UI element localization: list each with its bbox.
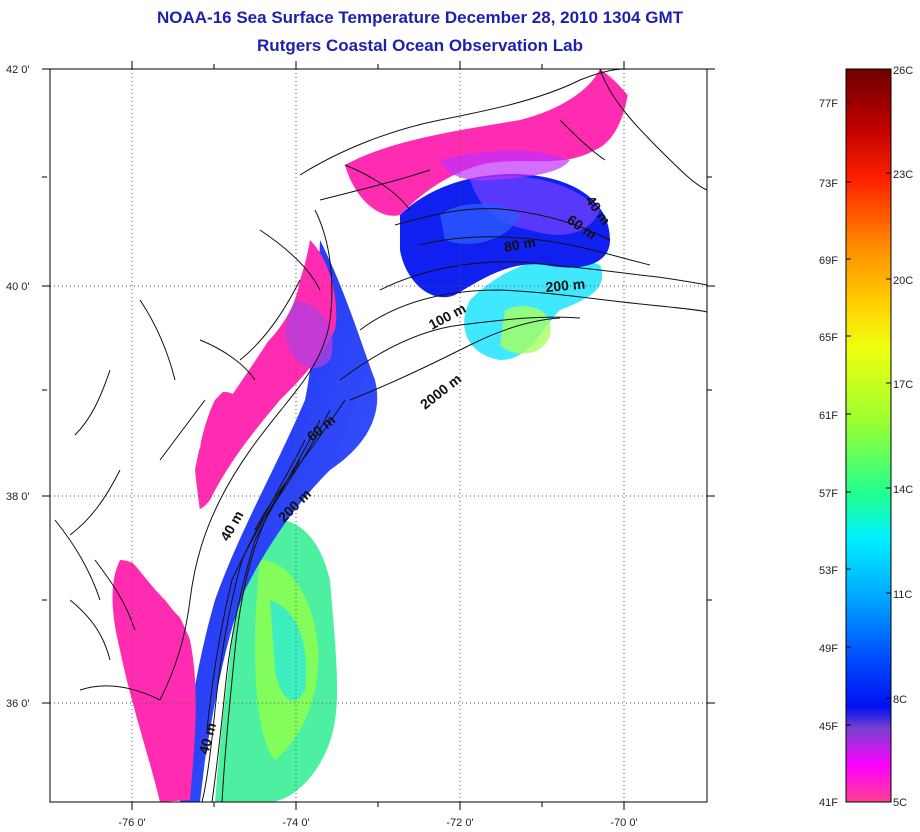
lat-label-38: 38 0': [6, 491, 30, 503]
map-subtitle: Rutgers Coastal Ocean Observation Lab: [257, 36, 583, 55]
lon-label-74: -74 0': [282, 817, 309, 829]
colorbar-c-20: 20C: [893, 275, 913, 287]
lon-label-70: -70 0': [610, 817, 637, 829]
cold-nearshore-south: [112, 560, 196, 802]
colorbar-f-69: 69F: [819, 255, 838, 267]
lat-label-42: 42 0': [6, 64, 30, 76]
colorbar-c-23: 23C: [893, 169, 913, 181]
contour-label-40m-south: 40 m: [195, 721, 219, 756]
map-gridlines: [50, 69, 707, 802]
lon-label-76: -76 0': [118, 817, 145, 829]
colorbar-f-73: 73F: [819, 178, 838, 190]
colorbar-c-26: 26C: [893, 65, 913, 77]
map-title: NOAA-16 Sea Surface Temperature December…: [157, 8, 683, 27]
colorbar-c-17: 17C: [893, 379, 913, 391]
contour-label-200m-north: 200 m: [545, 276, 586, 295]
colorbar-c-8: 8C: [893, 694, 907, 706]
shelf-water-mid-atlantic: [180, 240, 378, 802]
colorbar-f-49: 49F: [819, 643, 838, 655]
lon-label-72: -72 0': [446, 817, 473, 829]
colorbar-f-65: 65F: [819, 332, 838, 344]
temperature-colorbar: [845, 68, 892, 803]
lat-label-40: 40 0': [6, 281, 30, 293]
colorbar-f-61: 61F: [819, 410, 838, 422]
sst-map: 40 m 60 m 80 m 200 m 100 m 2000 m 60 m 2…: [50, 69, 707, 802]
cold-nearshore-north: [345, 69, 630, 216]
colorbar-f-45: 45F: [819, 721, 838, 733]
contour-label-80m: 80 m: [503, 234, 537, 255]
colorbar-c-11: 11C: [893, 589, 912, 601]
map-ticks: [42, 61, 715, 810]
colorbar-c-5: 5C: [893, 797, 907, 809]
colorbar-c-14: 14C: [893, 484, 913, 496]
land-mass: [50, 69, 440, 552]
lat-label-36: 36 0': [6, 698, 30, 710]
colorbar-f-77: 77F: [819, 98, 838, 110]
colorbar-f-57: 57F: [819, 488, 838, 500]
colorbar-f-53: 53F: [819, 565, 838, 577]
colorbar-f-41: 41F: [819, 797, 838, 809]
